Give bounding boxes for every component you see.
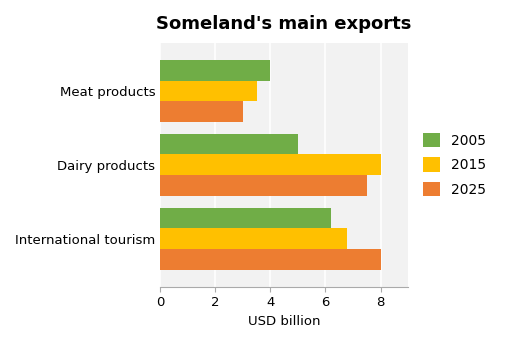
- Bar: [160, 60, 270, 81]
- Bar: [160, 228, 347, 249]
- Title: Someland's main exports: Someland's main exports: [156, 15, 412, 33]
- Bar: [160, 134, 298, 154]
- Bar: [160, 101, 243, 122]
- Bar: [160, 249, 380, 270]
- Bar: [160, 175, 367, 196]
- X-axis label: USD billion: USD billion: [248, 315, 321, 328]
- Bar: [160, 208, 331, 228]
- Legend: 2005, 2015, 2025: 2005, 2015, 2025: [418, 127, 492, 202]
- Bar: [160, 154, 380, 175]
- Bar: [160, 81, 257, 101]
